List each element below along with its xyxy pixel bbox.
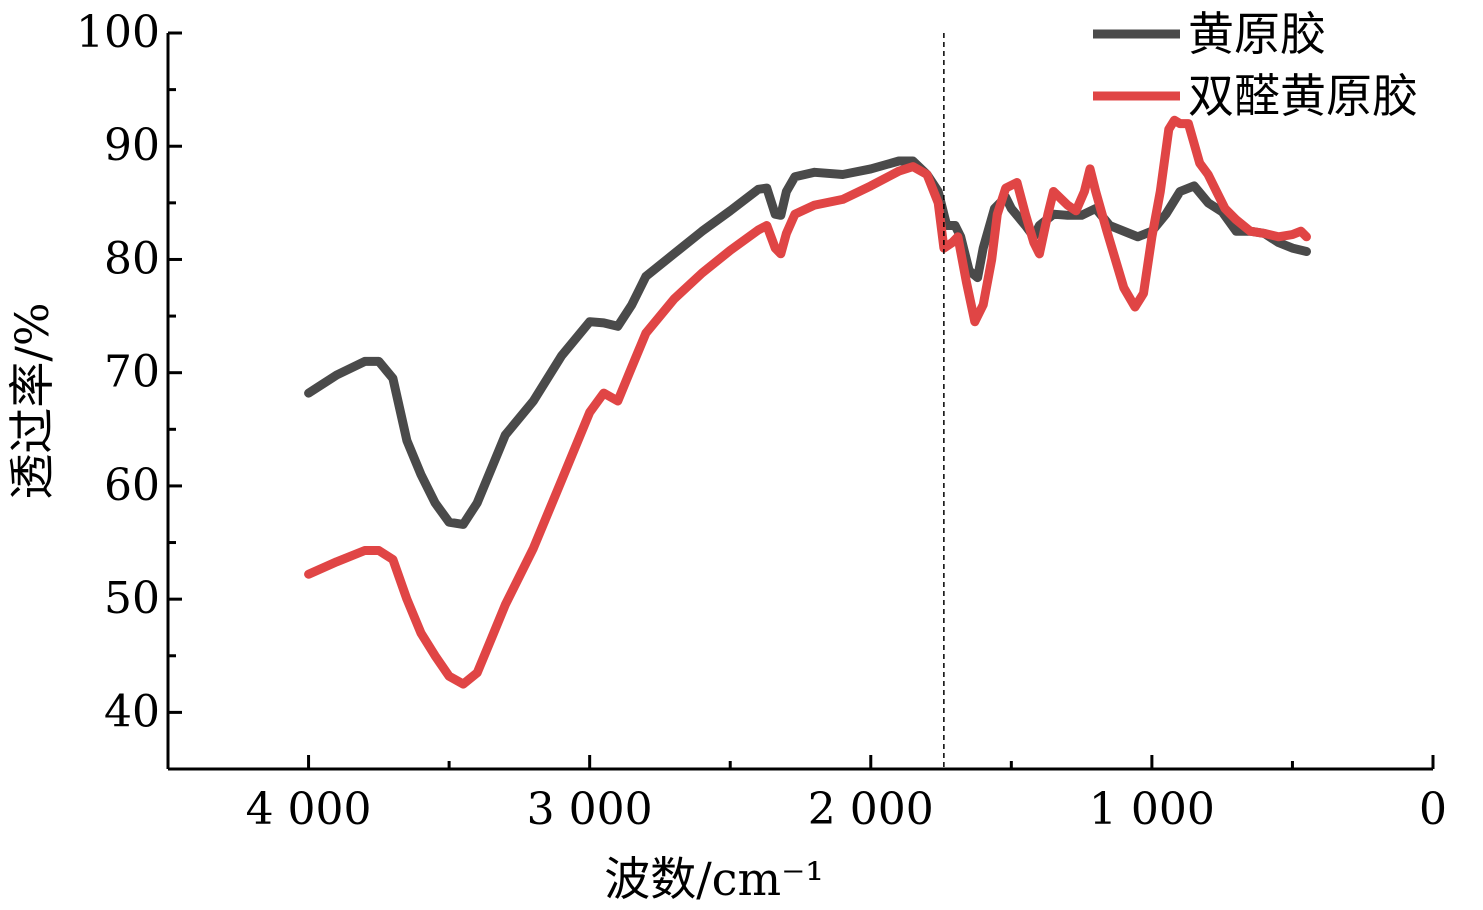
y-axis-title: 透过率/% bbox=[5, 302, 59, 499]
y-tick-label: 70 bbox=[104, 347, 160, 398]
y-tick-label: 100 bbox=[76, 7, 160, 58]
y-tick-label: 80 bbox=[104, 233, 160, 284]
x-tick-label: 4 000 bbox=[246, 784, 372, 835]
x-tick-label: 3 000 bbox=[527, 784, 653, 835]
y-tick-label: 40 bbox=[104, 686, 160, 737]
series-line-2 bbox=[304, 115, 1311, 689]
legend-label-1: 黄原胶 bbox=[1188, 7, 1326, 61]
x-axis-ticks: 4 000 3 000 2 000 1 000 0 bbox=[246, 755, 1447, 835]
y-tick-label: 50 bbox=[104, 573, 160, 624]
x-tick-label: 2 000 bbox=[808, 784, 934, 835]
y-tick-label: 90 bbox=[104, 120, 160, 171]
y-tick-label: 60 bbox=[104, 460, 160, 511]
x-tick-label: 0 bbox=[1419, 784, 1447, 835]
y-axis-ticks: 40 50 60 70 80 90 100 bbox=[76, 7, 182, 771]
x-axis-title: 波数/cm⁻¹ bbox=[604, 852, 824, 906]
x-tick-label: 1 000 bbox=[1089, 784, 1215, 835]
plot-series bbox=[304, 115, 1311, 689]
legend-label-2: 双醛黄原胶 bbox=[1188, 69, 1418, 123]
